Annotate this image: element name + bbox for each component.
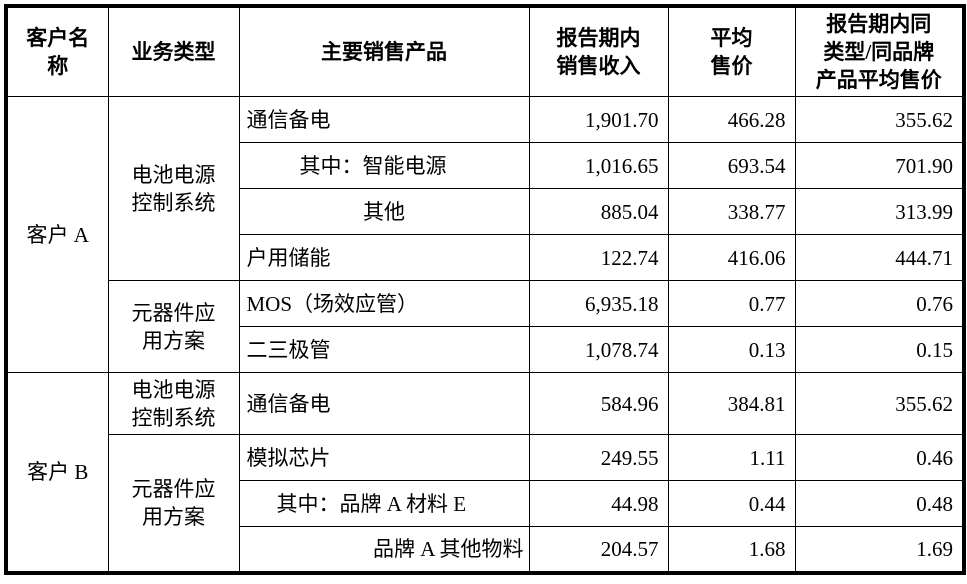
cell-product: 通信备电 xyxy=(238,372,530,435)
cell-avg-price: 0.77 xyxy=(667,280,796,327)
table-row: 客户 A 电池电源 控制系统 通信备电 1,901.70 466.28 355.62 xyxy=(5,96,965,373)
col-header-avg-price: 平均 售价 xyxy=(667,5,796,97)
cell-product: 其中：品牌 A 材料 E xyxy=(238,480,530,527)
cell-business-type: 元器件应 用方案 xyxy=(107,280,240,373)
table-body: 客户 A 电池电源 控制系统 通信备电 1,901.70 466.28 355.62 其中：… xyxy=(5,96,965,573)
cell-revenue: 249.55 xyxy=(528,434,669,481)
cell-revenue: 584.96 xyxy=(528,372,669,435)
cell-product: 二三极管 xyxy=(238,326,530,373)
cell-business-type: 电池电源 控制系统 xyxy=(107,96,240,281)
table-row: 元器件应 用方案 模拟芯片 249.55 1.11 0.46 xyxy=(6,434,965,573)
cell-business-type: 电池电源 控制系统 xyxy=(107,372,240,435)
cell-same-type-avg-price: 0.48 xyxy=(794,480,965,527)
cell-business-type: 元器件应 用方案 xyxy=(107,434,240,573)
cell-same-type-avg-price: 0.76 xyxy=(794,280,965,327)
cell-avg-price: 1.11 xyxy=(667,434,796,481)
col-header-product: 主要销售产品 xyxy=(238,5,530,97)
cell-same-type-avg-price: 701.90 xyxy=(794,142,965,189)
cell-revenue: 6,935.18 xyxy=(528,280,669,327)
cell-avg-price: 0.13 xyxy=(667,326,796,373)
cell-product: 其他 xyxy=(238,188,530,235)
cell-revenue: 122.74 xyxy=(528,234,669,281)
cell-same-type-avg-price: 355.62 xyxy=(794,372,965,435)
table-row: 其中：品牌 A 材料 E 44.98 0.44 0.48 xyxy=(6,480,965,527)
customer-sales-price-table: 客户名 称 业务类型 主要销售产品 报告期内 销售收入 平均 售价 报告期内同 … xyxy=(4,4,966,575)
cell-same-type-avg-price: 444.71 xyxy=(794,234,965,281)
table-row: 客户 B 电池电源 控制系统 通信备电 584.96 384.81 355.62 xyxy=(5,372,965,573)
col-header-revenue: 报告期内 销售收入 xyxy=(528,5,669,97)
cell-same-type-avg-price: 313.99 xyxy=(794,188,965,235)
cell-product: 模拟芯片 xyxy=(238,434,530,481)
cell-product: 通信备电 xyxy=(238,96,530,143)
table-row: 二三极管 1,078.74 0.13 0.15 xyxy=(6,326,965,373)
cell-revenue: 44.98 xyxy=(528,480,669,527)
table-row: 元器件应 用方案 MOS（场效应管） 6,935.18 0.77 0.76 xyxy=(6,280,965,373)
table-row: 户用储能 122.74 416.06 444.71 xyxy=(6,234,965,281)
cell-avg-price: 416.06 xyxy=(667,234,796,281)
cell-revenue: 1,078.74 xyxy=(528,326,669,373)
cell-avg-price: 0.44 xyxy=(667,480,796,527)
cell-revenue: 1,016.65 xyxy=(528,142,669,189)
cell-same-type-avg-price: 0.15 xyxy=(794,326,965,373)
cell-avg-price: 338.77 xyxy=(667,188,796,235)
cell-revenue: 204.57 xyxy=(528,526,669,573)
cell-avg-price: 384.81 xyxy=(667,372,796,435)
cell-product: 户用储能 xyxy=(238,234,530,281)
cell-product: 品牌 A 其他物料 xyxy=(238,526,530,573)
cell-same-type-avg-price: 355.62 xyxy=(794,96,965,143)
cell-customer: 客户 A xyxy=(5,96,109,373)
cell-avg-price: 466.28 xyxy=(667,96,796,143)
col-header-business: 业务类型 xyxy=(107,5,240,97)
table-header: 客户名 称 业务类型 主要销售产品 报告期内 销售收入 平均 售价 报告期内同 … xyxy=(5,5,965,97)
col-header-same-type-avg-price: 报告期内同 类型/同品牌 产品平均售价 xyxy=(794,5,965,97)
cell-product: 其中：智能电源 xyxy=(238,142,530,189)
cell-customer: 客户 B xyxy=(5,372,109,573)
cell-product: MOS（场效应管） xyxy=(238,280,530,327)
table-row: 品牌 A 其他物料 204.57 1.68 1.69 xyxy=(6,526,965,573)
cell-avg-price: 693.54 xyxy=(667,142,796,189)
cell-same-type-avg-price: 0.46 xyxy=(794,434,965,481)
cell-same-type-avg-price: 1.69 xyxy=(794,526,965,573)
cell-revenue: 1,901.70 xyxy=(528,96,669,143)
header-row: 客户名 称 业务类型 主要销售产品 报告期内 销售收入 平均 售价 报告期内同 … xyxy=(5,5,965,97)
col-header-customer: 客户名 称 xyxy=(5,5,109,97)
cell-avg-price: 1.68 xyxy=(667,526,796,573)
cell-revenue: 885.04 xyxy=(528,188,669,235)
